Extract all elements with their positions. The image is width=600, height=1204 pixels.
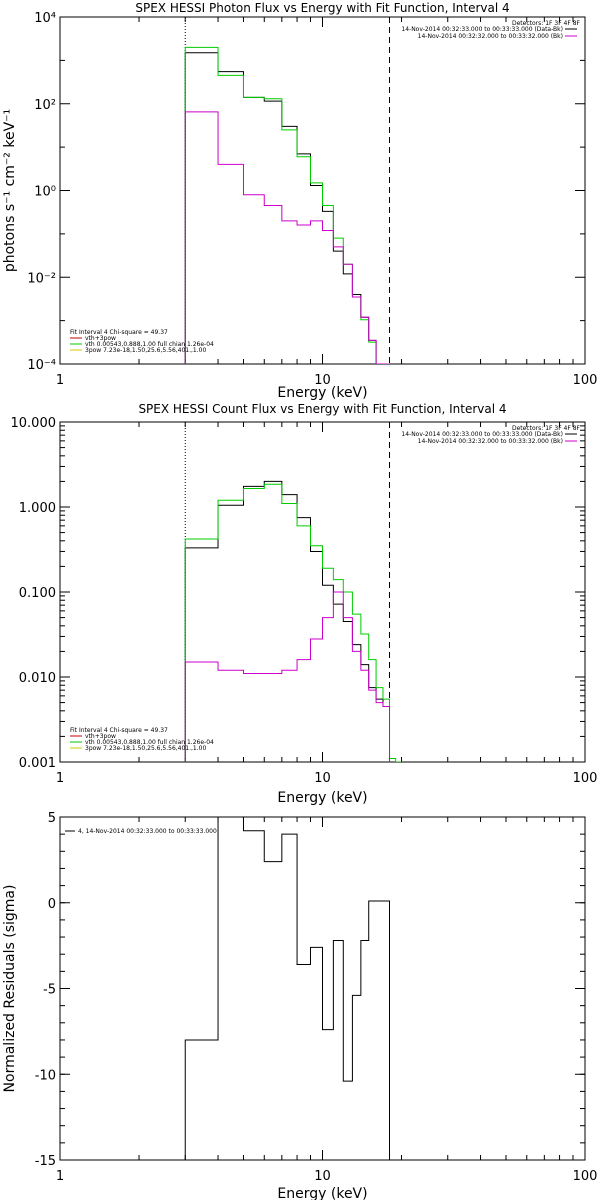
- y-tick-label: -5: [43, 983, 56, 998]
- legend-top-header: Detectors: 1F 3F 4F 8F: [512, 20, 581, 27]
- x-tick-label: 1: [56, 373, 64, 388]
- legend-entry: vth+3pow: [85, 733, 116, 740]
- chart-title: SPEX HESSI Count Flux vs Energy with Fit…: [138, 402, 506, 416]
- x-axis-label: Energy (keV): [277, 790, 367, 806]
- legend-entry: vth 0.00543,0.888,1.00 full chian 1.26e-…: [85, 341, 214, 348]
- x-tick-label: 1: [56, 1169, 64, 1184]
- y-axis-label: Normalized Residuals (sigma): [2, 885, 18, 1093]
- y-tick-label: 5: [48, 811, 56, 826]
- photon-flux-panel: SPEX HESSI Photon Flux vs Energy with Fi…: [2, 1, 597, 401]
- y-tick-label: -15: [35, 1154, 56, 1169]
- x-tick-label: 100: [573, 373, 598, 388]
- series-0-line: [184, 52, 390, 364]
- legend-entry: vth 0.00543,0.888,1.00 full chian 1.26e-…: [85, 739, 214, 746]
- plot-frame: [59, 421, 586, 763]
- series-2-line: [184, 111, 390, 364]
- residuals-panel: 1 10 100 Energy (keV) 5 0 -5 -10 -15 Normalized R…: [2, 811, 598, 1202]
- legend-entry: 14-Nov-2014 00:32:32.000 to 00:33:32.000…: [418, 33, 563, 40]
- x-tick-label: 10: [314, 771, 331, 786]
- legend-entry: 14-Nov-2014 00:32:33.000 to 00:33:33.000…: [401, 26, 563, 33]
- series-1-line: [184, 46, 390, 364]
- legend-entry: 3pow 7.23e-18,1.50,25.6,5.56,401.,1.00: [85, 745, 206, 752]
- y-tick-label: 10⁻⁴: [27, 358, 56, 373]
- series-1-line: [184, 483, 402, 762]
- x-tick-label: 1: [56, 771, 64, 786]
- y-tick-label: 1.000: [19, 501, 56, 516]
- count-flux-panel: SPEX HESSI Count Flux vs Energy with Fit…: [11, 402, 598, 806]
- legend-entry: 4, 14-Nov-2014 00:32:33.000 to 00:33:33.…: [78, 828, 217, 835]
- legend-entry: vth+3pow: [85, 335, 116, 342]
- y-tick-label: 0.100: [19, 586, 56, 601]
- x-tick-label: 100: [573, 1169, 598, 1184]
- y-tick-label: -10: [35, 1068, 56, 1083]
- x-axis-label: Energy (keV): [277, 385, 367, 401]
- series-0-line: [184, 480, 391, 762]
- x-tick-label: 100: [573, 771, 598, 786]
- y-tick-label: 0: [48, 897, 56, 912]
- x-axis-label: Energy (keV): [277, 1186, 367, 1200]
- legend-entry: 14-Nov-2014 00:32:32.000 to 00:33:32.000…: [418, 438, 563, 445]
- x-tick-label: 10: [314, 1169, 331, 1184]
- series-2-line: [184, 591, 391, 762]
- y-tick-label: 10²: [34, 98, 56, 113]
- chart-title: SPEX HESSI Photon Flux vs Energy with Fi…: [135, 1, 509, 15]
- y-tick-label: 0.001: [19, 756, 56, 771]
- series-0-line: [184, 817, 391, 1160]
- y-tick-label: 10⁻²: [27, 271, 56, 286]
- y-axis-label: photons s⁻¹ cm⁻² keV⁻¹: [2, 109, 18, 272]
- legend-bottom-header: Fit Interval 4 Chi-square = 49.37: [70, 727, 168, 734]
- legend-bottom-header: Fit Interval 4 Chi-square = 49.37: [70, 329, 168, 336]
- y-tick-label: 0.010: [19, 671, 56, 686]
- y-tick-label: 10⁴: [34, 11, 56, 26]
- legend-entry: 3pow 7.23e-18,1.50,25.6,5.56,401.,1.00: [85, 347, 206, 354]
- y-tick-label: 10.000: [11, 416, 57, 431]
- legend-top-header: Detectors: 1F 3F 4F 8F: [512, 425, 581, 432]
- legend-entry: 14-Nov-2014 00:32:33.000 to 00:33:33.000…: [401, 431, 563, 438]
- x-tick-label: 10: [314, 373, 331, 388]
- y-tick-label: 10⁰: [34, 185, 56, 200]
